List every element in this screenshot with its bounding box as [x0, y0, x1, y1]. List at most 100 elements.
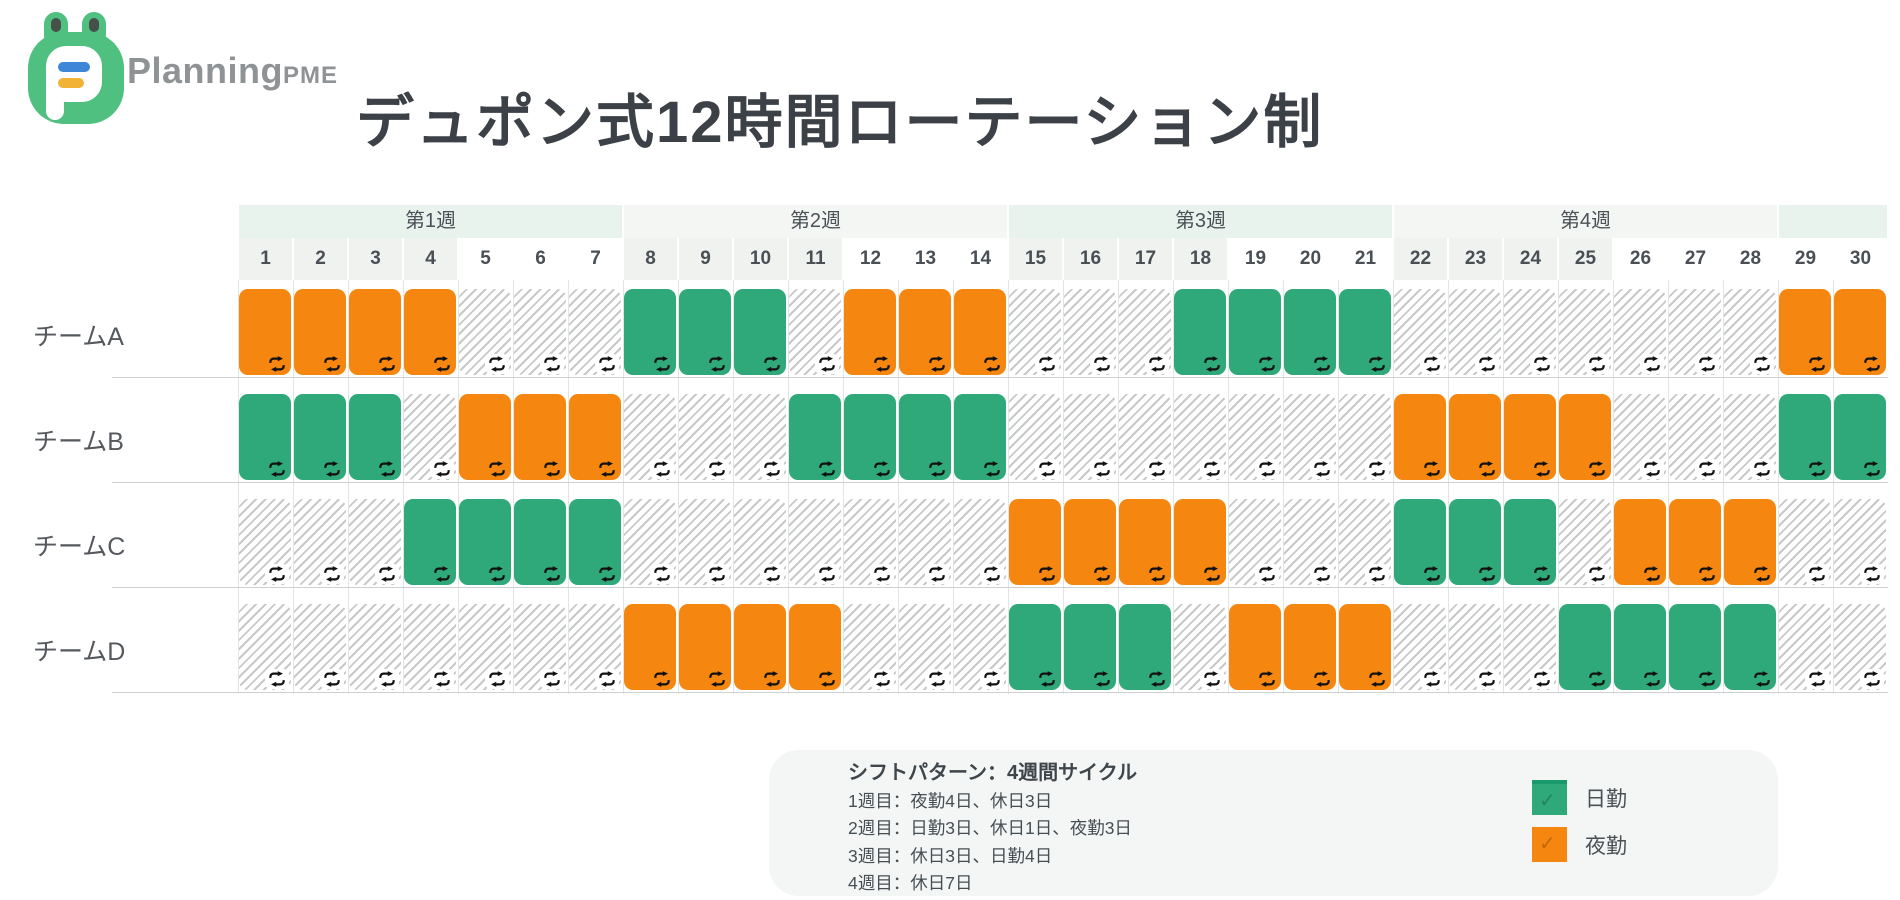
shift-cell-day[interactable]	[1229, 289, 1281, 375]
shift-cell-night[interactable]	[1064, 499, 1116, 585]
shift-cell-day[interactable]	[404, 499, 456, 585]
shift-cell-rest[interactable]	[239, 499, 291, 585]
shift-cell-rest[interactable]	[679, 499, 731, 585]
shift-cell-night[interactable]	[349, 289, 401, 375]
shift-cell-rest[interactable]	[789, 289, 841, 375]
shift-cell-day[interactable]	[459, 499, 511, 585]
shift-cell-rest[interactable]	[1669, 394, 1721, 480]
shift-cell-night[interactable]	[459, 394, 511, 480]
shift-cell-rest[interactable]	[1559, 289, 1611, 375]
shift-cell-rest[interactable]	[1559, 499, 1611, 585]
shift-cell-rest[interactable]	[1614, 289, 1666, 375]
shift-cell-rest[interactable]	[679, 394, 731, 480]
shift-cell-day[interactable]	[1614, 604, 1666, 690]
shift-cell-rest[interactable]	[734, 394, 786, 480]
shift-cell-night[interactable]	[569, 394, 621, 480]
shift-cell-day[interactable]	[954, 394, 1006, 480]
shift-cell-rest[interactable]	[349, 499, 401, 585]
shift-cell-rest[interactable]	[1724, 394, 1776, 480]
shift-cell-day[interactable]	[1394, 499, 1446, 585]
shift-cell-rest[interactable]	[844, 499, 896, 585]
shift-cell-night[interactable]	[1174, 499, 1226, 585]
shift-cell-rest[interactable]	[1229, 394, 1281, 480]
shift-cell-day[interactable]	[1009, 604, 1061, 690]
shift-cell-night[interactable]	[1504, 394, 1556, 480]
shift-cell-day[interactable]	[1724, 604, 1776, 690]
shift-cell-rest[interactable]	[1614, 394, 1666, 480]
shift-cell-rest[interactable]	[569, 289, 621, 375]
shift-cell-rest[interactable]	[1119, 394, 1171, 480]
shift-cell-rest[interactable]	[954, 604, 1006, 690]
shift-cell-day[interactable]	[1504, 499, 1556, 585]
shift-cell-night[interactable]	[1669, 499, 1721, 585]
shift-cell-rest[interactable]	[294, 604, 346, 690]
shift-cell-rest[interactable]	[1174, 604, 1226, 690]
shift-cell-rest[interactable]	[1064, 394, 1116, 480]
shift-cell-rest[interactable]	[789, 499, 841, 585]
shift-cell-day[interactable]	[844, 394, 896, 480]
shift-cell-rest[interactable]	[1449, 604, 1501, 690]
shift-cell-night[interactable]	[734, 604, 786, 690]
shift-cell-rest[interactable]	[1174, 394, 1226, 480]
shift-cell-rest[interactable]	[1779, 604, 1831, 690]
shift-cell-night[interactable]	[1009, 499, 1061, 585]
shift-cell-rest[interactable]	[1284, 499, 1336, 585]
shift-cell-night[interactable]	[789, 604, 841, 690]
shift-cell-night[interactable]	[844, 289, 896, 375]
shift-cell-rest[interactable]	[844, 604, 896, 690]
shift-cell-rest[interactable]	[1834, 499, 1886, 585]
shift-cell-night[interactable]	[899, 289, 951, 375]
shift-cell-day[interactable]	[899, 394, 951, 480]
shift-cell-rest[interactable]	[624, 499, 676, 585]
shift-cell-night[interactable]	[239, 289, 291, 375]
shift-cell-rest[interactable]	[1284, 394, 1336, 480]
shift-cell-rest[interactable]	[1779, 499, 1831, 585]
shift-cell-day[interactable]	[1339, 289, 1391, 375]
shift-cell-rest[interactable]	[954, 499, 1006, 585]
shift-cell-rest[interactable]	[1229, 499, 1281, 585]
shift-cell-rest[interactable]	[1724, 289, 1776, 375]
shift-cell-rest[interactable]	[1669, 289, 1721, 375]
shift-cell-rest[interactable]	[404, 394, 456, 480]
shift-cell-rest[interactable]	[1834, 604, 1886, 690]
shift-cell-day[interactable]	[734, 289, 786, 375]
shift-cell-night[interactable]	[294, 289, 346, 375]
shift-cell-night[interactable]	[1284, 604, 1336, 690]
shift-cell-night[interactable]	[679, 604, 731, 690]
shift-cell-night[interactable]	[514, 394, 566, 480]
shift-cell-night[interactable]	[1449, 394, 1501, 480]
shift-cell-rest[interactable]	[569, 604, 621, 690]
shift-cell-night[interactable]	[1559, 394, 1611, 480]
shift-cell-day[interactable]	[679, 289, 731, 375]
shift-cell-rest[interactable]	[349, 604, 401, 690]
shift-cell-day[interactable]	[1064, 604, 1116, 690]
shift-cell-night[interactable]	[1779, 289, 1831, 375]
shift-cell-rest[interactable]	[899, 604, 951, 690]
shift-cell-rest[interactable]	[734, 499, 786, 585]
shift-cell-rest[interactable]	[1009, 394, 1061, 480]
shift-cell-rest[interactable]	[459, 289, 511, 375]
shift-cell-rest[interactable]	[1504, 604, 1556, 690]
shift-cell-night[interactable]	[1614, 499, 1666, 585]
shift-cell-rest[interactable]	[1119, 289, 1171, 375]
shift-cell-day[interactable]	[1779, 394, 1831, 480]
shift-cell-day[interactable]	[1174, 289, 1226, 375]
shift-cell-rest[interactable]	[239, 604, 291, 690]
shift-cell-day[interactable]	[1669, 604, 1721, 690]
shift-cell-night[interactable]	[624, 604, 676, 690]
shift-cell-night[interactable]	[1724, 499, 1776, 585]
shift-cell-day[interactable]	[624, 289, 676, 375]
shift-cell-day[interactable]	[1449, 499, 1501, 585]
shift-cell-night[interactable]	[1339, 604, 1391, 690]
shift-cell-rest[interactable]	[624, 394, 676, 480]
shift-cell-rest[interactable]	[404, 604, 456, 690]
shift-cell-day[interactable]	[1834, 394, 1886, 480]
shift-cell-day[interactable]	[514, 499, 566, 585]
shift-cell-night[interactable]	[1119, 499, 1171, 585]
shift-cell-rest[interactable]	[1064, 289, 1116, 375]
shift-cell-day[interactable]	[1559, 604, 1611, 690]
shift-cell-rest[interactable]	[1394, 289, 1446, 375]
shift-cell-rest[interactable]	[1339, 394, 1391, 480]
shift-cell-night[interactable]	[954, 289, 1006, 375]
shift-cell-day[interactable]	[349, 394, 401, 480]
